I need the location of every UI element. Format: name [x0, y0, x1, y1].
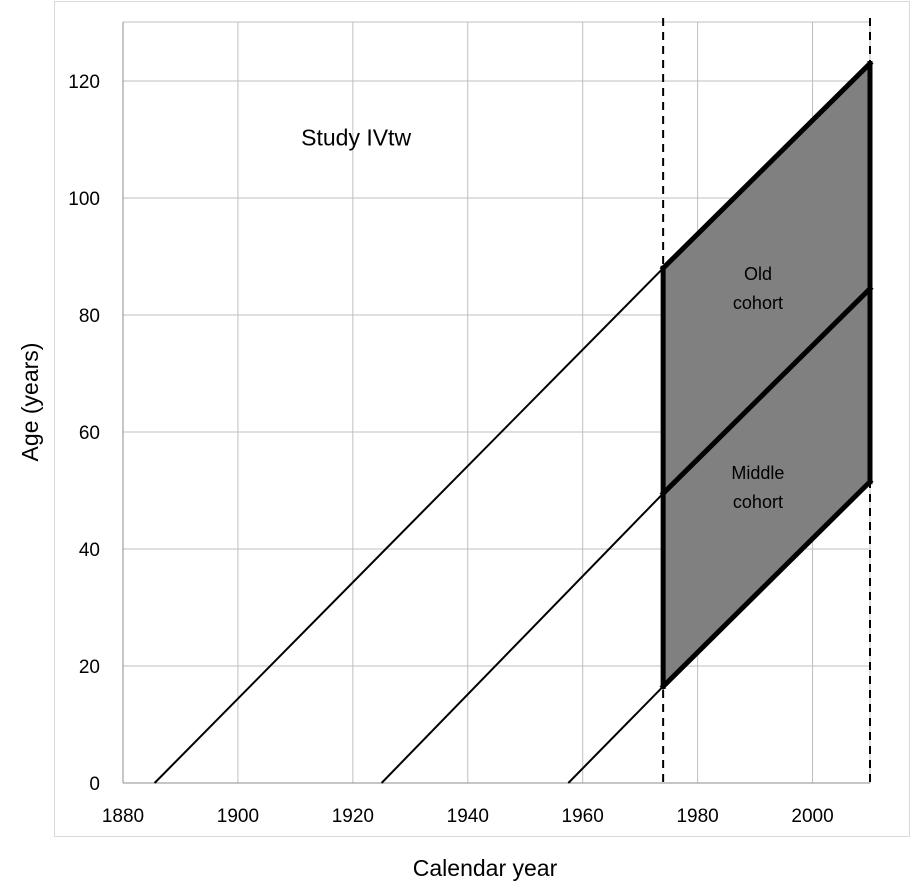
cohort-label: Middle: [731, 463, 784, 483]
y-tick-label: 20: [79, 657, 100, 678]
x-tick-label: 1960: [562, 806, 604, 827]
tick-labels: 1880 1900 1920 1940 1960 1980 2000 0 20 40 60 80 100…: [68, 72, 833, 827]
x-tick-label: 1880: [102, 806, 144, 827]
cohort-label: Old: [744, 264, 772, 284]
thin-cohort-line: [567, 685, 664, 784]
thick-cohort-line: [659, 59, 874, 272]
x-tick-label: 2000: [791, 806, 833, 827]
annotations: Study IVtw Old cohort Middle cohort: [301, 124, 784, 512]
y-tick-label: 60: [79, 423, 100, 444]
study-label: Study IVtw: [301, 124, 411, 150]
cohort-label: cohort: [733, 492, 783, 512]
chart-border: [54, 1, 910, 837]
y-tick-label: 40: [79, 540, 100, 561]
y-tick-label: 0: [89, 774, 100, 795]
x-axis-title: Calendar year: [413, 855, 558, 881]
x-tick-label: 1900: [217, 806, 259, 827]
thick-cohort-line: [659, 285, 874, 497]
y-tick-label: 80: [79, 306, 100, 327]
x-tick-label: 1920: [332, 806, 374, 827]
thick-cohort-line: [659, 478, 874, 691]
study-period-lines: [662, 18, 871, 783]
x-tick-label: 1980: [676, 806, 718, 827]
cohort-label: cohort: [733, 293, 783, 313]
thin-cohort-line: [153, 267, 664, 784]
cohort-lines: [153, 59, 874, 784]
y-axis-title: Age (years): [17, 343, 43, 462]
y-tick-label: 100: [68, 189, 100, 210]
x-tick-label: 1940: [447, 806, 489, 827]
y-tick-label: 120: [68, 72, 100, 93]
thin-cohort-line: [380, 492, 664, 784]
